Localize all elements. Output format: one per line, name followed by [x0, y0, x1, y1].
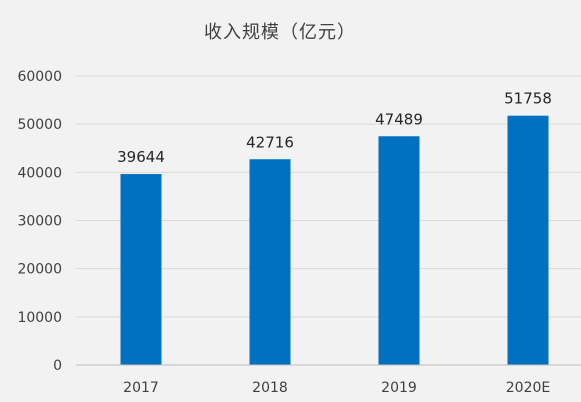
x-tick-label: 2018 [252, 380, 288, 396]
y-tick-label: 30000 [17, 214, 62, 230]
x-tick-label: 2019 [381, 380, 417, 396]
y-tick-label: 50000 [17, 117, 62, 133]
bar [507, 115, 549, 365]
bar [378, 136, 420, 365]
bar [120, 174, 162, 365]
chart-title: 收入规模（亿元） [204, 22, 356, 43]
data-label: 39644 [117, 148, 165, 166]
y-tick-label: 60000 [17, 69, 62, 85]
data-label: 47489 [375, 110, 423, 128]
y-tick-label: 40000 [17, 165, 62, 181]
y-tick-label: 10000 [17, 310, 62, 326]
y-tick-label: 20000 [17, 262, 62, 278]
bar [249, 159, 291, 365]
x-tick-label: 2017 [123, 380, 159, 396]
y-tick-label: 0 [53, 358, 62, 374]
data-label: 51758 [504, 90, 552, 108]
x-tick-label: 2020E [506, 380, 550, 396]
data-label: 42716 [246, 133, 294, 151]
